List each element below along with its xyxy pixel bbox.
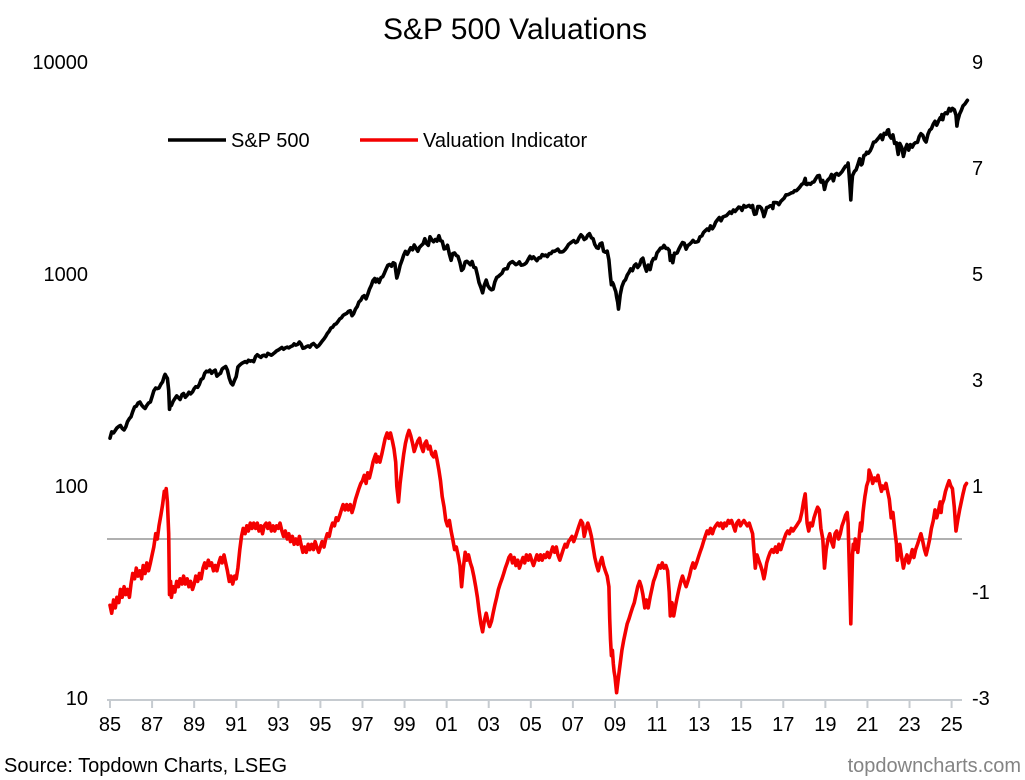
right-axis-tick-label: 9 xyxy=(972,52,983,74)
x-axis-tick-label: 25 xyxy=(940,714,962,736)
right-axis-tick-label: -1 xyxy=(972,582,990,604)
right-axis-tick-label: 3 xyxy=(972,370,983,392)
x-axis-tick-label: 19 xyxy=(814,714,836,736)
x-axis-tick-label: 87 xyxy=(141,714,163,736)
legend-label-sp500: S&P 500 xyxy=(231,130,310,152)
x-axis-tick-label: 11 xyxy=(647,714,668,736)
x-axis-tick-label: 95 xyxy=(309,714,331,736)
x-axis-tick-label: 23 xyxy=(898,714,920,736)
x-axis-tick-label: 15 xyxy=(730,714,752,736)
chart-title: S&P 500 Valuations xyxy=(383,13,647,46)
x-axis-tick-label: 99 xyxy=(393,714,415,736)
x-axis-tick-label: 21 xyxy=(856,714,878,736)
x-axis-tick-label: 05 xyxy=(520,714,542,736)
right-axis-tick-label: 5 xyxy=(972,264,983,286)
series-line-valuation xyxy=(108,428,969,695)
legend-label-valuation: Valuation Indicator xyxy=(423,130,588,152)
left-axis-tick-label: 100 xyxy=(55,476,88,498)
right-axis-tick-label: -3 xyxy=(972,688,990,710)
left-axis-tick-label: 10000 xyxy=(32,52,88,74)
x-axis-tick-label: 07 xyxy=(562,714,584,736)
series-line-sp500 xyxy=(108,98,970,441)
axes-layer: 85 87 89 91 93 95 97 99 01 03 05 07 09 11 13 15 17 19 21 23… xyxy=(32,52,989,736)
x-axis-tick-label: 03 xyxy=(478,714,500,736)
x-axis-tick-label: 91 xyxy=(225,714,247,736)
watermark: topdowncharts.com xyxy=(848,755,1021,777)
series-layer xyxy=(108,98,970,695)
x-axis-tick-label: 01 xyxy=(436,714,458,736)
left-axis-tick-label: 1000 xyxy=(44,264,89,286)
x-axis-tick-label: 17 xyxy=(772,714,794,736)
x-axis-tick-label: 93 xyxy=(267,714,289,736)
source-note: Source: Topdown Charts, LSEG xyxy=(4,755,287,777)
left-axis-tick-label: 10 xyxy=(66,688,88,710)
right-axis-tick-label: 7 xyxy=(972,158,983,180)
right-axis-tick-label: 1 xyxy=(972,476,983,498)
x-axis-tick-label: 89 xyxy=(183,714,205,736)
x-axis-tick-label: 09 xyxy=(604,714,626,736)
x-axis-tick-label: 85 xyxy=(99,714,121,736)
legend: S&P 500 Valuation Indicator xyxy=(168,130,588,152)
x-axis-tick-label: 13 xyxy=(688,714,710,736)
x-axis-tick-label: 97 xyxy=(351,714,373,736)
